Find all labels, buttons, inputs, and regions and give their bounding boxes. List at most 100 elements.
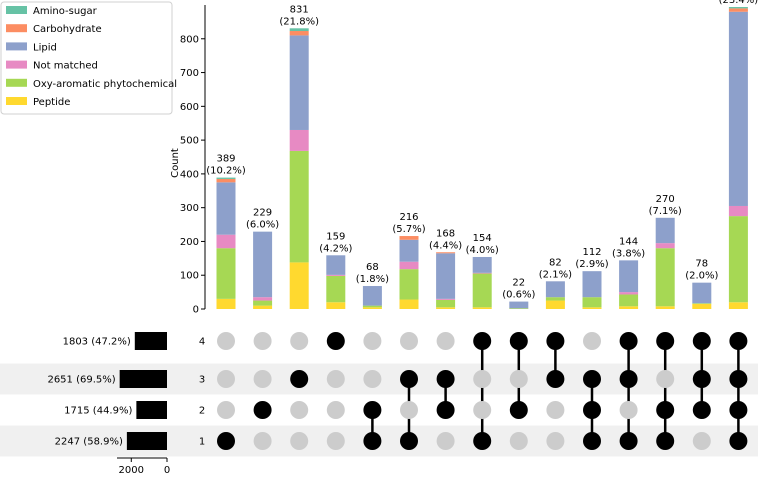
matrix-dot-active <box>546 370 565 388</box>
bar-segment-not-matched <box>399 261 419 270</box>
matrix-dot-inactive <box>326 370 345 388</box>
matrix-dot-inactive <box>473 370 492 388</box>
bar-segment-not-matched <box>326 274 346 276</box>
legend-entry: Not matched <box>33 61 98 72</box>
bar-segment-lipid <box>655 217 675 244</box>
bar-segment-oxy-aromatic-phytochemical <box>509 308 529 309</box>
matrix-dot-inactive <box>217 332 235 350</box>
matrix-dot-active <box>546 332 565 350</box>
bar-segment-amino-sugar <box>216 177 236 179</box>
bar-segment-peptide <box>216 298 236 309</box>
matrix-dot-inactive <box>656 370 675 388</box>
set-size-bars: 1803 (47.2%) 2651 (69.5%) 1715 (44.9%) 2247… <box>47 332 170 476</box>
y-tick-label: 400 <box>180 169 199 180</box>
matrix-dot-active <box>692 370 711 388</box>
bar-segment-lipid <box>619 260 639 293</box>
bar-segment-lipid <box>289 35 309 130</box>
bar-segment-peptide <box>362 307 382 309</box>
bar-pct-label: (23.4%) <box>719 0 758 6</box>
bar-segment-oxy-aromatic-phytochemical <box>472 273 492 308</box>
legend-swatch <box>6 42 27 51</box>
matrix-dot-active <box>290 370 309 388</box>
bar-segment-lipid <box>326 255 346 275</box>
y-tick-label: 0 <box>193 305 199 316</box>
bar-segment-carbohydrate <box>216 178 236 183</box>
bar-segment-lipid <box>399 239 419 262</box>
matrix-dot-inactive <box>509 432 528 450</box>
bar-segment-oxy-aromatic-phytochemical <box>362 305 382 308</box>
matrix-dot-active <box>509 332 528 350</box>
bar-pct-label: (4.2%) <box>319 243 352 254</box>
bar-segment-not-matched <box>216 234 236 249</box>
matrix-dot-active <box>656 401 675 419</box>
matrix-dot-active <box>509 401 528 419</box>
y-tick-label: 800 <box>180 34 199 45</box>
bar-segment-lipid <box>582 271 602 298</box>
set-size-bar <box>134 332 167 350</box>
bar-pct-label: (2.9%) <box>575 259 608 270</box>
matrix-dot-inactive <box>473 401 492 419</box>
bar-segment-carbohydrate <box>399 236 419 240</box>
matrix-dot-active <box>692 401 711 419</box>
bar-segment-lipid <box>253 231 273 298</box>
legend-entry: Lipid <box>33 42 57 53</box>
legend-entry: Peptide <box>33 97 70 108</box>
bar-count-label: 112 <box>582 247 601 258</box>
bar-segment-not-matched <box>289 129 309 151</box>
bar-segment-peptide <box>326 302 346 309</box>
bar-segment-oxy-aromatic-phytochemical <box>326 275 346 303</box>
set-size-tick-label: 0 <box>164 465 170 476</box>
matrix-dot-inactive <box>290 401 309 419</box>
matrix-dot-active <box>619 332 638 350</box>
bar-count-label: 159 <box>326 231 345 242</box>
matrix-dot-active <box>729 332 748 350</box>
set-size-bar <box>136 401 167 419</box>
y-tick-label: 200 <box>180 237 199 248</box>
matrix-dot-active <box>656 332 675 350</box>
matrix-dot-active <box>656 432 675 450</box>
matrix-dot-active <box>729 432 748 450</box>
matrix-dot-inactive <box>436 432 455 450</box>
bar-segment-oxy-aromatic-phytochemical <box>253 300 273 306</box>
bar-segment-lipid <box>362 286 382 306</box>
matrix-dot-inactive <box>290 332 309 350</box>
bar-segment-peptide <box>253 305 273 309</box>
bar-segment-peptide <box>692 303 712 309</box>
legend-box <box>0 1 173 115</box>
y-tick-label: 100 <box>180 271 199 282</box>
bar-pct-label: (6.0%) <box>246 220 279 231</box>
intersection-labels: (10.2%)389 (6.0%)229 (21.8%)831 (4.2%)159 (1… <box>206 0 758 301</box>
matrix-dot-inactive <box>546 401 565 419</box>
matrix-dot-active <box>583 432 601 450</box>
bar-segment-lipid <box>216 182 236 235</box>
bar-segment-lipid <box>545 281 565 298</box>
matrix-dot-inactive <box>217 370 235 388</box>
matrix-dot-active <box>729 370 748 388</box>
bar-segment-lipid <box>472 256 492 273</box>
matrix-dot-inactive <box>546 432 565 450</box>
bar-segment-peptide <box>472 307 492 309</box>
matrix-dot-inactive <box>290 432 309 450</box>
matrix-dot-inactive <box>509 370 528 388</box>
set-size-tick-label: 2000 <box>119 465 144 476</box>
legend-entry: Oxy-aromatic phytochemical <box>33 79 177 90</box>
bar-count-label: 144 <box>619 236 638 247</box>
bar-segment-peptide <box>436 307 456 309</box>
matrix-dot-inactive <box>400 401 418 419</box>
bar-segment-lipid <box>692 282 712 304</box>
bar-pct-label: (0.6%) <box>502 290 535 301</box>
matrix-dot-inactive <box>692 432 711 450</box>
bar-pct-label: (3.8%) <box>612 248 645 259</box>
bar-pct-label: (4.4%) <box>429 240 462 251</box>
bar-segment-oxy-aromatic-phytochemical <box>399 269 419 300</box>
matrix-dot-inactive <box>619 401 638 419</box>
bar-segment-oxy-aromatic-phytochemical <box>289 150 309 263</box>
set-size-label: 1715 (44.9%) <box>64 406 132 417</box>
bar-count-label: 270 <box>656 194 675 205</box>
y-axis-label: Count <box>170 148 181 178</box>
bar-segment-oxy-aromatic-phytochemical <box>545 297 565 301</box>
set-name-label: 4 <box>199 337 205 348</box>
bar-segment-carbohydrate <box>289 31 309 36</box>
bar-segment-not-matched <box>728 205 748 217</box>
legend-entry: Amino-sugar <box>33 6 98 17</box>
